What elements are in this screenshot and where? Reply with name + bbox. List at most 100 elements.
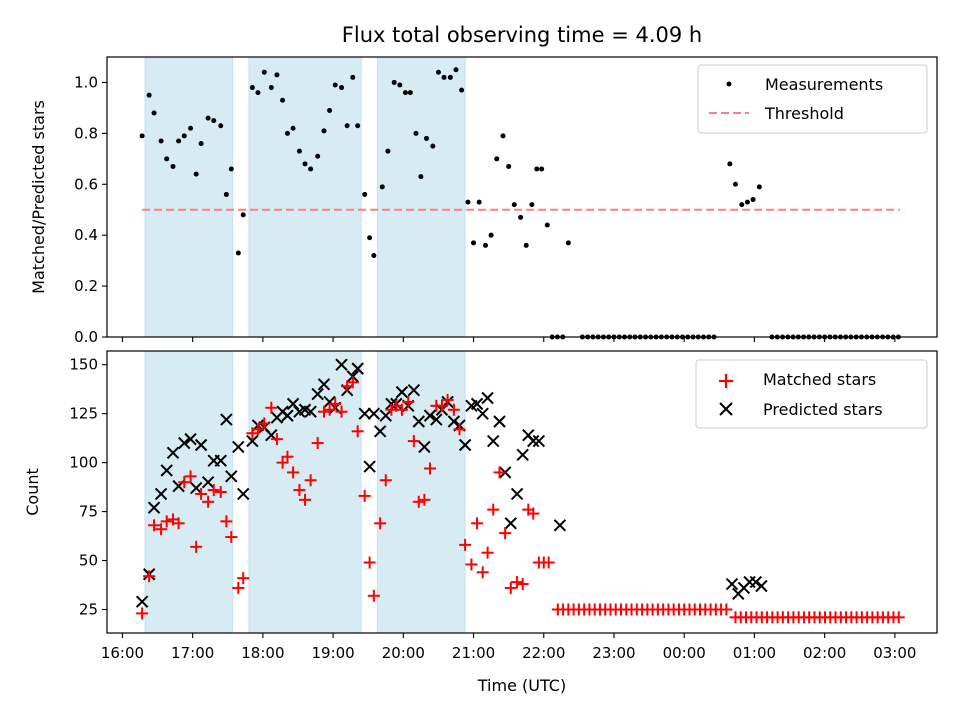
measurement-point [518, 214, 524, 220]
matched-star-point [351, 425, 364, 438]
matched-star-point [892, 611, 905, 624]
matched-star-point [363, 556, 376, 569]
matched-star-point [487, 503, 500, 516]
x-tick-label: 16:00 [101, 644, 144, 662]
legend-threshold-label: Threshold [764, 104, 844, 123]
predicted-star-point [311, 387, 324, 401]
matched-star-point [527, 507, 540, 520]
measurement-point [488, 232, 494, 238]
matched-star-point [481, 546, 494, 559]
matched-star-point [202, 495, 215, 508]
shaded-interval [248, 56, 362, 338]
predicted-star-point [379, 409, 392, 422]
measurement-point [476, 199, 482, 205]
x-tick-label: 17:00 [171, 644, 214, 662]
matched-star-point [395, 403, 408, 416]
predicted-star-point [317, 378, 331, 391]
x-tick-label: 01:00 [733, 644, 776, 662]
measurement-point [280, 97, 286, 103]
measurement-point [339, 85, 345, 91]
matched-star-point [214, 486, 227, 498]
matched-star-point [270, 433, 283, 446]
matched-star-point [304, 474, 317, 487]
measurement-point [565, 240, 571, 246]
x-tick-label: 19:00 [311, 644, 354, 662]
shaded-interval [144, 56, 234, 338]
legend-measurements-marker [726, 81, 732, 87]
matched-star-point [471, 517, 484, 530]
y-tick-label: 150 [69, 356, 98, 374]
measurement-point [435, 69, 441, 75]
matched-star-point [379, 474, 392, 487]
y-tick-label: 0.8 [74, 124, 98, 142]
measurement-point [332, 82, 338, 88]
measurement-point [447, 74, 453, 80]
matched-star-point [441, 393, 454, 406]
measurement-point [170, 163, 176, 169]
matched-star-point [358, 489, 371, 502]
measurement-point [523, 242, 529, 248]
measurement-point [494, 156, 500, 162]
measurement-point [482, 242, 488, 248]
y-tick-label: 0.6 [74, 175, 98, 193]
measurement-point [296, 148, 302, 154]
matched-star-point [148, 519, 161, 532]
measurement-point [539, 166, 545, 172]
matched-star-point [367, 589, 380, 602]
matched-star-point [435, 399, 448, 412]
y-tick-label: 100 [69, 454, 98, 472]
measurement-point [302, 161, 308, 167]
measurement-point [228, 166, 234, 172]
predicted-star-point [418, 440, 431, 454]
predicted-star-point [447, 415, 461, 428]
measurement-point [205, 115, 211, 121]
measurement-point [511, 202, 517, 208]
measurement-point [315, 153, 321, 159]
measurement-point [407, 90, 413, 96]
predicted-star-point [286, 397, 300, 411]
predicted-star-point [304, 405, 317, 418]
predicted-star-point [351, 362, 364, 375]
top-y-axis-label: Matched/Predicted stars [29, 100, 48, 294]
predicted-star-point [553, 519, 567, 532]
predicted-star-point [194, 438, 208, 452]
predicted-star-point [184, 432, 197, 446]
measurement-point [146, 92, 152, 98]
measurement-point [371, 253, 377, 259]
matched-star-point [329, 397, 342, 410]
predicted-star-point [412, 415, 425, 428]
matched-star-point [299, 493, 312, 506]
predicted-star-point [487, 434, 500, 448]
measurement-point [465, 199, 471, 205]
predicted-star-point [476, 407, 489, 420]
measurement-point [176, 138, 182, 144]
x-tick-label: 18:00 [241, 644, 284, 662]
top-legend-box [697, 64, 928, 134]
measurement-point [193, 171, 199, 177]
matched-star-point [542, 556, 555, 569]
predicted-star-point [335, 358, 348, 371]
measurement-point [218, 123, 224, 129]
measurement-point [397, 82, 403, 88]
top-legend: Measurements Threshold [697, 64, 928, 134]
matched-star-point [207, 484, 220, 497]
top-x-ticks [121, 337, 896, 342]
predicted-star-point [373, 425, 387, 438]
predicted-star-point [493, 415, 506, 428]
matched-star-point [335, 405, 348, 418]
y-tick-label: 1.0 [74, 73, 98, 91]
measurement-point [327, 107, 333, 113]
predicted-star-point [749, 575, 763, 589]
measurement-point [181, 133, 187, 139]
matched-star-point [190, 540, 203, 553]
matched-star-point [418, 493, 431, 506]
measurement-point [308, 166, 314, 172]
measurement-point [418, 174, 424, 180]
chart-title: Flux total observing time = 4.09 h [342, 23, 702, 47]
measurement-point [529, 202, 535, 208]
y-tick-label: 0.2 [74, 277, 98, 295]
bottom-x-axis: 16:00 17:00 18:00 19:00 20:00 21:00 22:00 23:00… [101, 633, 916, 662]
matched-star-point [453, 423, 466, 436]
predicted-star-point [154, 487, 168, 501]
measurement-point [391, 79, 397, 85]
